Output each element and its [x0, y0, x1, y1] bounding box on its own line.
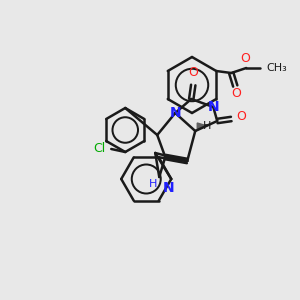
Text: CH₃: CH₃: [266, 63, 287, 73]
Text: N: N: [169, 106, 181, 120]
Text: O: O: [188, 66, 198, 79]
Text: O: O: [240, 52, 250, 65]
Polygon shape: [197, 123, 207, 129]
Text: N: N: [207, 100, 219, 114]
Text: O: O: [231, 87, 241, 100]
Text: Cl: Cl: [93, 142, 105, 154]
Text: O: O: [236, 110, 246, 124]
Text: H: H: [149, 179, 157, 189]
Text: H: H: [203, 121, 212, 131]
Text: N: N: [163, 181, 175, 195]
